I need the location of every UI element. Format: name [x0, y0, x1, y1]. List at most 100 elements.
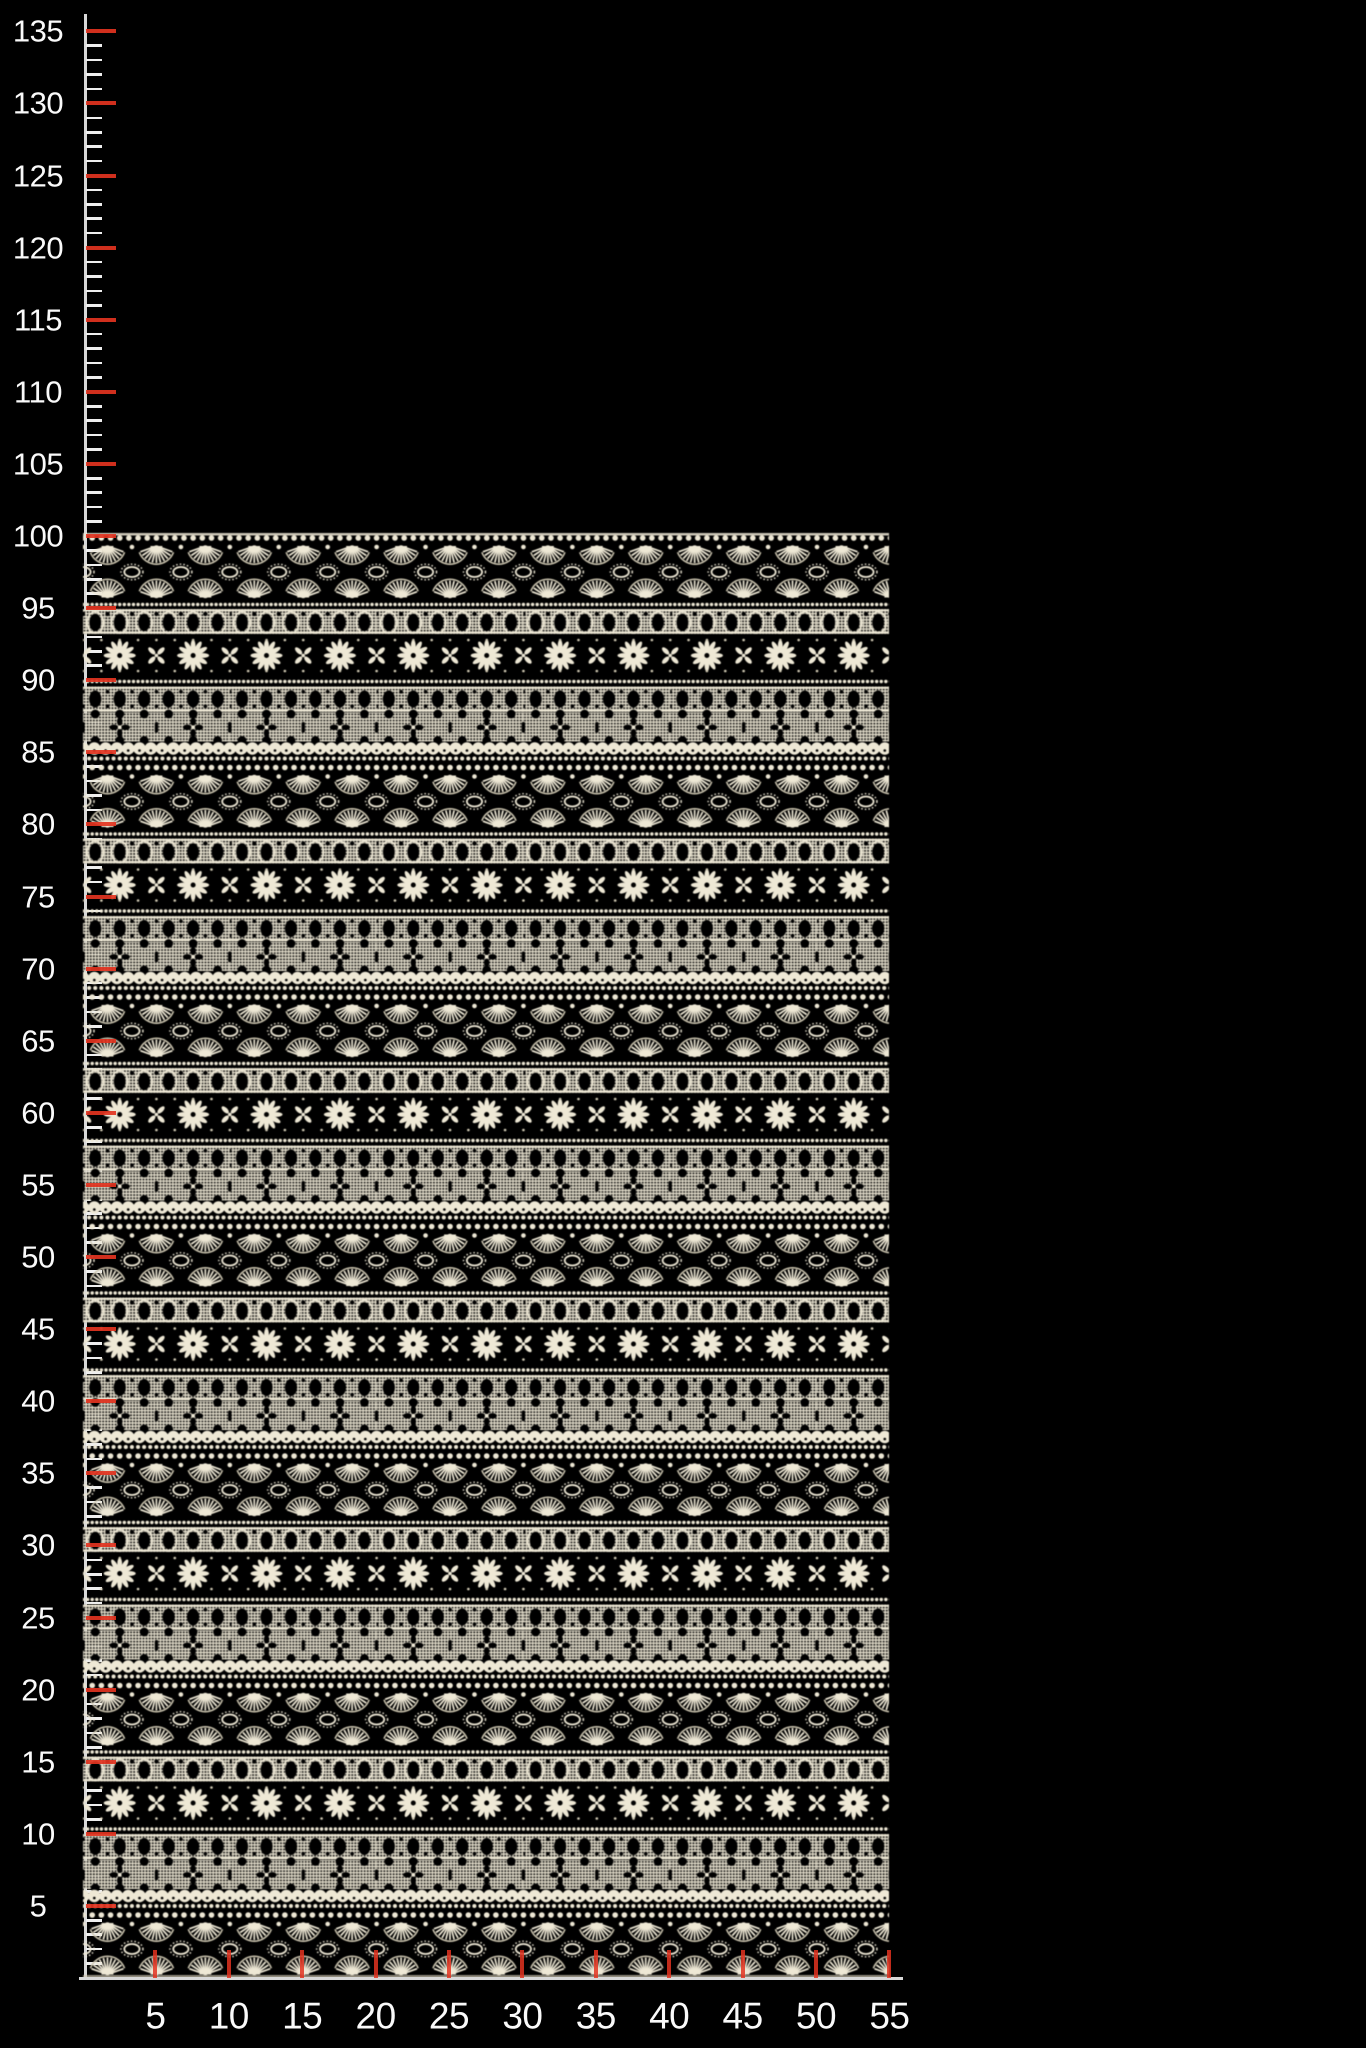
h-ruler-major-tick — [887, 1950, 892, 1978]
v-ruler-label: 10 — [21, 1816, 55, 1852]
lace-fabric-photo — [83, 533, 889, 1978]
v-ruler-major-tick — [86, 245, 116, 250]
v-ruler-minor-tick — [86, 419, 102, 422]
v-ruler-label: 80 — [21, 806, 55, 842]
v-ruler-major-tick — [86, 966, 116, 971]
h-ruler-major-tick — [520, 1950, 525, 1978]
v-ruler-minor-tick — [86, 217, 102, 221]
v-ruler-major-tick — [86, 317, 116, 322]
v-ruler-minor-tick — [86, 203, 102, 206]
v-ruler-label: 30 — [21, 1527, 55, 1563]
v-ruler-major-tick — [86, 750, 116, 755]
v-ruler-minor-tick — [86, 87, 102, 91]
v-ruler-minor-tick — [86, 347, 102, 350]
h-ruler-major-tick — [593, 1950, 598, 1978]
v-ruler-minor-tick — [86, 73, 102, 76]
v-ruler-label: 45 — [21, 1311, 55, 1347]
v-ruler-label: 125 — [12, 158, 64, 193]
v-ruler-major-tick — [86, 389, 116, 394]
v-ruler-major-tick — [86, 822, 116, 827]
v-ruler-minor-tick — [86, 520, 102, 523]
v-ruler-minor-tick — [86, 275, 102, 278]
h-ruler-label: 55 — [869, 1995, 910, 2037]
lace-fabric-svg — [83, 533, 889, 1978]
v-ruler-major-tick — [86, 1110, 116, 1115]
v-ruler-label: 40 — [21, 1383, 55, 1419]
v-ruler-label: 90 — [21, 662, 55, 698]
v-ruler-label: 135 — [12, 13, 64, 49]
v-ruler-major-tick — [86, 1038, 116, 1043]
v-ruler-label: 20 — [21, 1672, 55, 1708]
v-ruler-major-tick — [86, 461, 116, 466]
v-ruler-major-tick — [86, 29, 116, 34]
v-ruler-major-tick — [86, 1615, 116, 1620]
v-ruler-label: 105 — [12, 446, 64, 482]
h-ruler-label: 5 — [145, 1995, 166, 2037]
v-ruler-major-tick — [86, 1543, 116, 1548]
h-ruler-label: 35 — [575, 1995, 617, 2037]
h-ruler-label: 20 — [355, 1995, 397, 2037]
h-ruler-label: 50 — [795, 1995, 837, 2037]
v-ruler-minor-tick — [86, 303, 102, 307]
v-ruler-label: 35 — [21, 1455, 55, 1491]
v-ruler-minor-tick — [86, 433, 102, 437]
v-ruler-label: 115 — [14, 302, 62, 338]
v-ruler-label: 85 — [21, 734, 55, 770]
v-ruler-minor-tick — [86, 491, 102, 495]
v-ruler-minor-tick — [86, 332, 102, 336]
v-ruler-major-tick — [86, 1327, 116, 1332]
v-ruler-minor-tick — [86, 361, 102, 365]
h-ruler-major-tick — [300, 1950, 305, 1978]
v-ruler-minor-tick — [86, 159, 102, 163]
v-ruler-major-tick — [86, 894, 116, 899]
h-ruler-major-tick — [814, 1950, 818, 1978]
v-ruler-label: 110 — [14, 374, 62, 410]
h-ruler-major-tick — [667, 1950, 672, 1978]
v-ruler-major-tick — [86, 1471, 116, 1476]
v-ruler-minor-tick — [86, 289, 102, 293]
v-ruler-label: 60 — [21, 1095, 55, 1131]
v-ruler-minor-tick — [86, 231, 102, 235]
v-ruler-label: 50 — [21, 1239, 55, 1275]
v-ruler-label: 65 — [21, 1023, 55, 1059]
v-ruler-label: 70 — [21, 951, 55, 987]
v-ruler-minor-tick — [86, 130, 102, 134]
v-ruler-major-tick — [86, 1182, 116, 1187]
h-ruler-label: 10 — [208, 1995, 250, 2037]
v-ruler-label: 130 — [12, 85, 64, 121]
v-ruler-major-tick — [86, 1399, 116, 1404]
h-ruler-major-tick — [153, 1950, 158, 1978]
h-ruler-label: 15 — [282, 1995, 323, 2037]
v-ruler-major-tick — [86, 1759, 116, 1764]
h-ruler-label: 25 — [428, 1995, 470, 2037]
horizontal-axis-line — [79, 1977, 903, 1980]
v-ruler-minor-tick — [86, 58, 102, 62]
v-ruler-label: 15 — [21, 1744, 55, 1780]
v-ruler-label: 55 — [21, 1167, 55, 1203]
v-ruler-minor-tick — [86, 145, 102, 148]
h-ruler-label: 40 — [649, 1995, 690, 2037]
v-ruler-major-tick — [86, 534, 116, 538]
v-ruler-major-tick — [86, 173, 116, 178]
v-ruler-label: 5 — [29, 1888, 47, 1924]
v-ruler-major-tick — [86, 678, 116, 683]
v-ruler-minor-tick — [86, 188, 102, 192]
v-ruler-major-tick — [86, 101, 116, 106]
v-ruler-label: 75 — [21, 879, 55, 914]
h-ruler-major-tick — [447, 1950, 451, 1978]
h-ruler-major-tick — [740, 1950, 745, 1978]
v-ruler-minor-tick — [86, 448, 102, 451]
v-ruler-major-tick — [86, 1687, 116, 1692]
v-ruler-label: 100 — [12, 518, 64, 554]
v-ruler-minor-tick — [86, 376, 102, 379]
v-ruler-major-tick — [86, 1903, 116, 1908]
v-ruler-minor-tick — [86, 44, 102, 47]
v-ruler-major-tick — [86, 606, 116, 611]
v-ruler-minor-tick — [86, 404, 102, 408]
v-ruler-minor-tick — [86, 505, 102, 509]
h-ruler-major-tick — [373, 1950, 378, 1978]
h-ruler-label: 30 — [502, 1995, 543, 2037]
v-ruler-major-tick — [86, 1255, 116, 1259]
v-ruler-label: 25 — [21, 1600, 55, 1635]
